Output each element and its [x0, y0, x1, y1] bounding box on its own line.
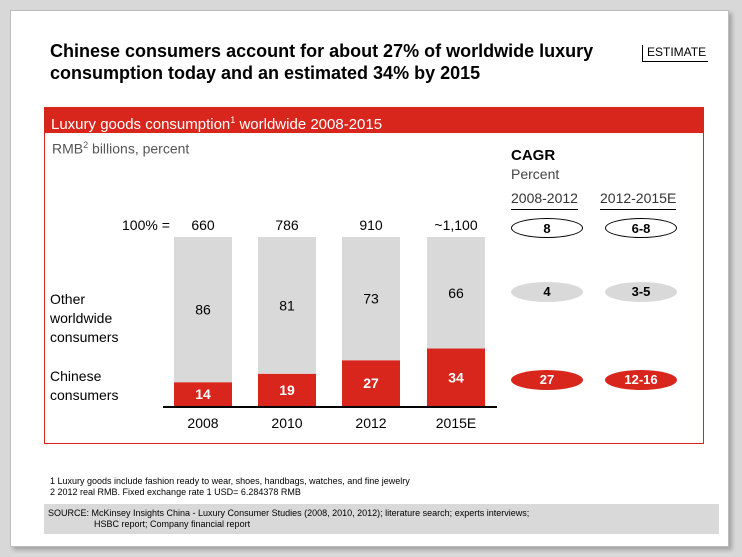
- cagr-other-2012-2015: 3-5: [605, 282, 677, 302]
- label-chinese-2012: 27: [363, 375, 379, 391]
- total-2012: 910: [359, 217, 383, 233]
- label-other-2008: 86: [195, 302, 211, 318]
- pct-label: 100% =: [122, 217, 170, 233]
- bar-other-2012: [342, 237, 400, 361]
- bar-other-2010: [258, 237, 316, 374]
- bar-chinese-2012: [342, 360, 400, 406]
- cagr-unit: Percent: [511, 166, 560, 182]
- units-sup: 2: [83, 140, 89, 150]
- cagr-period-2: 2012-2015E: [600, 190, 677, 210]
- label-chinese-2008: 14: [195, 386, 211, 402]
- tick-label-2012: 2012: [355, 415, 386, 431]
- total-2015E: ~1,100: [434, 217, 477, 233]
- units-suffix: billions, percent: [88, 140, 190, 157]
- panel-header: Luxury goods consumption1 worldwide 2008…: [44, 107, 704, 133]
- label-chinese-2015E: 34: [448, 369, 464, 385]
- footnotes: 1 Luxury goods include fashion ready to …: [50, 476, 410, 498]
- label-other-2015E: 66: [448, 285, 464, 301]
- cagr-chinese-2008-2012: 27: [511, 370, 583, 390]
- cagr-other-2008-2012: 4: [511, 282, 583, 302]
- cagr-title: CAGR: [511, 147, 556, 164]
- footnote-1: 1 Luxury goods include fashion ready to …: [50, 476, 410, 486]
- cagr-total-2012-2015: 6-8: [605, 218, 677, 238]
- cagr-total-2008-2012: 8: [511, 218, 583, 238]
- bar-chinese-2008: [174, 382, 232, 406]
- total-2010: 786: [275, 217, 299, 233]
- source-note: SOURCE: McKinsey Insights China - Luxury…: [44, 504, 719, 534]
- bar-chinese-2010: [258, 373, 316, 406]
- cagr-chinese-2012-2015: 12-16: [605, 370, 677, 390]
- tick-label-2008: 2008: [187, 415, 218, 431]
- footnote-2: 2 2012 real RMB. Fixed exchange rate 1 U…: [50, 487, 301, 497]
- units-prefix: RMB: [52, 140, 84, 157]
- units-label: RMB2 billions, percent: [52, 140, 189, 157]
- bar-other-2008: [174, 237, 232, 383]
- cagr-period-1: 2008-2012: [511, 190, 578, 210]
- panel-header-suffix: worldwide 2008-2015: [235, 116, 383, 133]
- chinese-consumers-label: Chinese consumers: [50, 368, 119, 403]
- panel-header-text: Luxury goods consumption: [51, 116, 231, 133]
- label-other-2010: 81: [279, 297, 295, 313]
- bar-other-2015E: [427, 237, 485, 349]
- tick-label-2010: 2010: [271, 415, 302, 431]
- total-2008: 660: [191, 217, 215, 233]
- tick-label-2015E: 2015E: [436, 415, 476, 431]
- label-other-2012: 73: [363, 291, 379, 307]
- estimate-tag: ESTIMATE: [642, 45, 709, 62]
- page-title: Chinese consumers account for about 27% …: [50, 41, 594, 83]
- other-consumers-label: Other worldwide consumers: [50, 291, 119, 345]
- source-line-1: SOURCE: McKinsey Insights China - Luxury…: [48, 508, 530, 518]
- source-line-2: HSBC report; Company financial report: [94, 519, 251, 529]
- bar-chinese-2015E: [427, 348, 485, 406]
- label-chinese-2010: 19: [279, 382, 295, 398]
- panel-header-sup: 1: [230, 115, 236, 125]
